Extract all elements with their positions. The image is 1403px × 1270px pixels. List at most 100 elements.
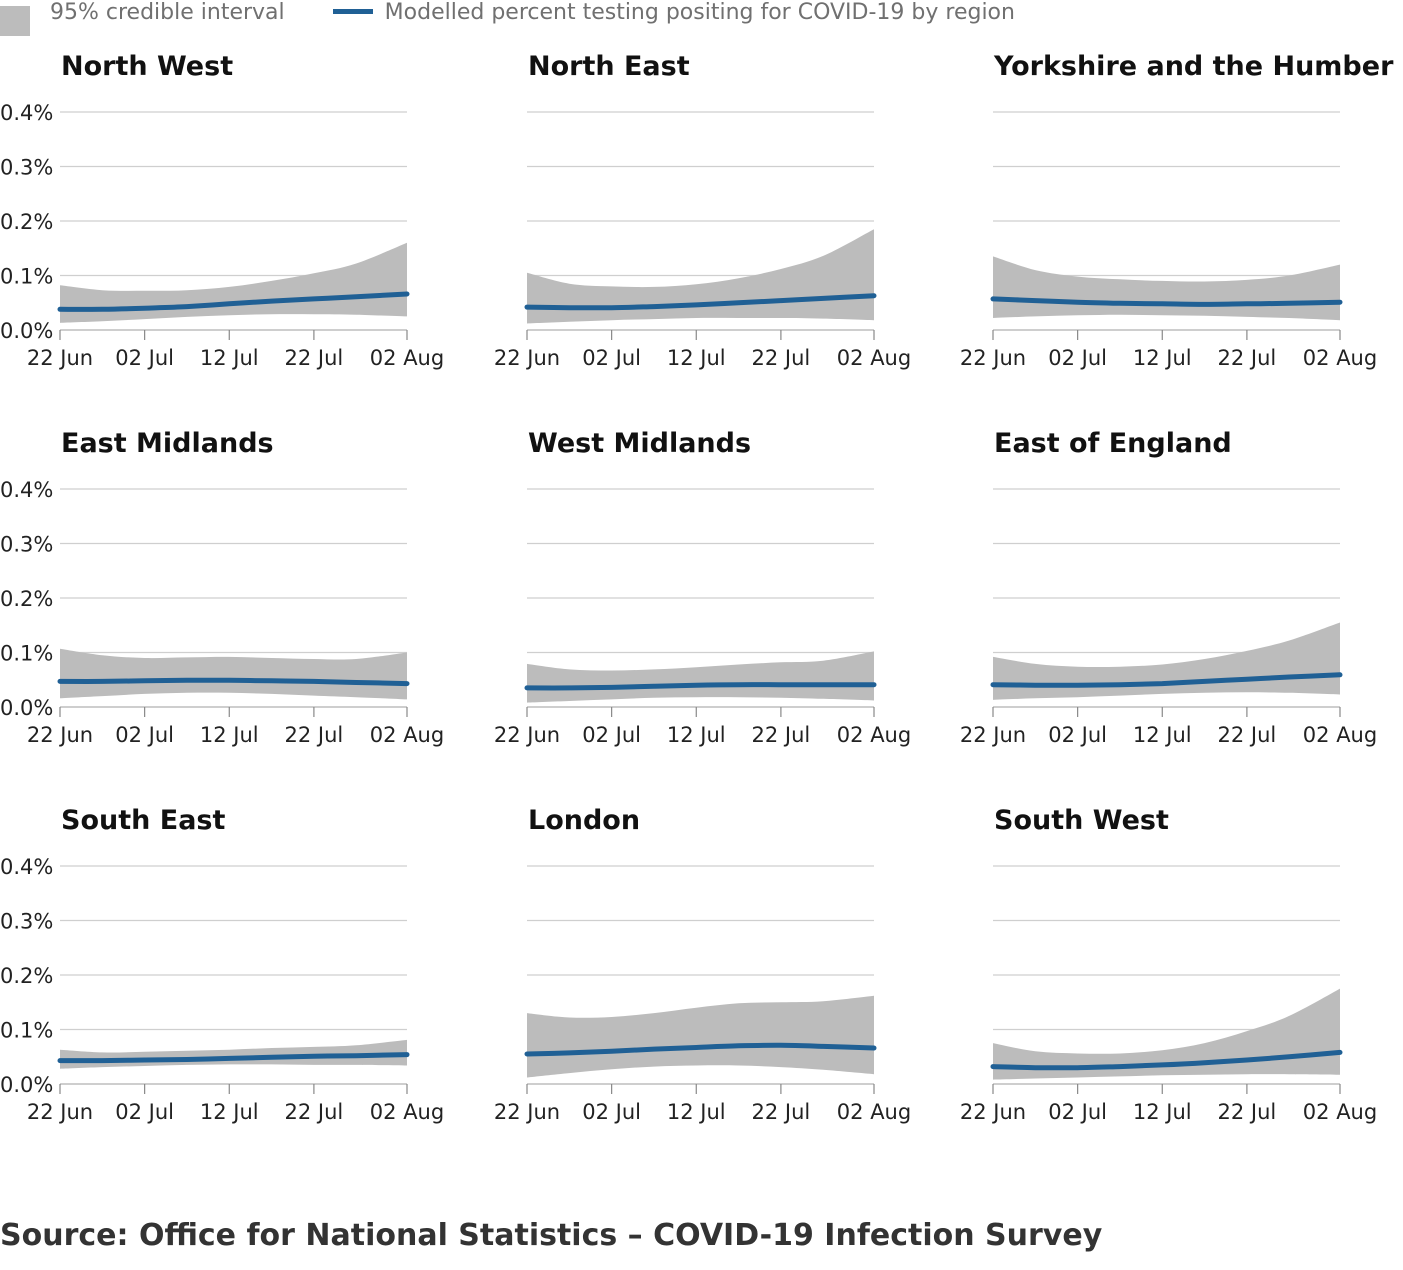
credible-interval-band [527,995,874,1078]
y-tick-label: 0.1% [0,642,53,666]
x-tick-label: 02 Aug [370,723,444,747]
chart-title: West Midlands [528,428,751,459]
credible-interval-band [993,988,1340,1080]
x-tick-label: 22 Jul [285,1100,344,1124]
x-tick-label: 02 Aug [1303,723,1377,747]
modelled-percent-line [524,1042,877,1057]
y-tick-label: 0.0% [0,1073,53,1097]
chart-title: East Midlands [61,428,274,459]
x-tick-label: 22 Jul [285,346,344,370]
x-tick-label: 22 Jun [494,1100,560,1124]
x-tick-label: 22 Jul [1218,1100,1277,1124]
x-tick-label: 02 Aug [1303,346,1377,370]
y-tick-label: 0.0% [0,696,53,720]
modelled-percent-line [524,682,877,691]
x-tick-label: 22 Jul [285,723,344,747]
y-tick-label: 0.1% [0,1019,53,1043]
x-tick-label: 02 Aug [370,1100,444,1124]
modelled-line-label: Modelled percent testing positing for CO… [384,0,1015,25]
y-tick-label: 0.4% [0,101,53,125]
x-tick-label: 02 Jul [115,346,174,370]
modelled-percent-line [990,672,1343,688]
chart-title: North East [528,51,690,82]
x-tick-label: 02 Aug [837,346,911,370]
modelled-percent-line [57,1052,410,1064]
chart-title: East of England [994,428,1232,459]
x-tick-label: 22 Jun [27,1100,93,1124]
y-tick-label: 0.3% [0,533,53,557]
x-tick-label: 22 Jul [752,346,811,370]
x-tick-label: 12 Jul [200,723,259,747]
x-tick-label: 22 Jun [960,723,1026,747]
region-chart: London 22 Jun 02 Jul 12 Jul 22 Jul 02 Aug [494,805,911,1124]
chart-title: North West [61,51,233,82]
region-chart: South West 22 Jun 02 Jul 12 Jul 22 Jul 02 Aug [960,805,1377,1124]
y-tick-label: 0.3% [0,910,53,934]
modelled-percent-line [57,291,410,312]
x-tick-label: 02 Jul [1048,1100,1107,1124]
source-note: Source: Office for National Statistics –… [0,1218,1103,1253]
credible-interval-band [60,242,407,323]
region-chart: North West 0.0% 0.1% 0.2% 0.3% 0.4% 22 Jun 02 J… [0,51,444,370]
modelled-percent-line [524,293,877,311]
x-tick-label: 02 Jul [582,1100,641,1124]
y-tick-label: 0.3% [0,156,53,180]
x-tick-label: 02 Jul [115,723,174,747]
x-tick-label: 02 Jul [1048,723,1107,747]
x-tick-label: 02 Jul [1048,346,1107,370]
credible-interval-band [993,256,1340,321]
modelled-line-swatch [332,8,373,14]
credible-interval-label: 95% credible interval [50,0,285,25]
x-tick-label: 12 Jul [667,723,726,747]
credible-interval-band [60,648,407,700]
x-tick-label: 12 Jul [667,1100,726,1124]
x-tick-label: 22 Jun [960,1100,1026,1124]
credible-interval-swatch [0,6,30,36]
region-chart: North East 22 Jun 02 Jul 12 Jul 22 Jul 02 Aug [494,51,911,370]
x-tick-label: 12 Jul [200,1100,259,1124]
x-tick-label: 22 Jun [960,346,1026,370]
chart-title: Yorkshire and the Humber [993,51,1394,82]
x-tick-label: 02 Jul [582,346,641,370]
y-tick-label: 0.2% [0,587,53,611]
x-tick-label: 22 Jul [1218,346,1277,370]
region-chart: South East 0.0% 0.1% 0.2% 0.3% 0.4% 22 Jun 02 J… [0,805,444,1124]
x-tick-label: 22 Jul [1218,723,1277,747]
x-tick-label: 02 Jul [115,1100,174,1124]
legend: 95% credible interval Modelled percent t… [0,0,1015,36]
x-tick-label: 22 Jun [494,723,560,747]
x-tick-label: 12 Jul [1133,1100,1192,1124]
x-tick-label: 02 Aug [837,723,911,747]
y-tick-label: 0.4% [0,478,53,502]
x-tick-label: 02 Aug [370,346,444,370]
x-tick-label: 12 Jul [200,346,259,370]
chart-title: South East [61,805,225,836]
x-tick-label: 22 Jun [27,723,93,747]
credible-interval-band [993,622,1340,700]
modelled-percent-line [990,1049,1343,1071]
x-tick-label: 22 Jul [752,723,811,747]
x-tick-label: 22 Jun [494,346,560,370]
chart-title: London [528,805,640,836]
region-chart: East of England 22 Jun 02 Jul 12 Jul 22 Jul 0… [960,428,1377,747]
x-tick-label: 22 Jul [752,1100,811,1124]
x-tick-label: 02 Aug [1303,1100,1377,1124]
region-chart: Yorkshire and the Humber 22 Jun 02 Jul 12 J… [960,51,1394,370]
chart-title: South West [994,805,1169,836]
x-tick-label: 02 Aug [837,1100,911,1124]
x-tick-label: 22 Jun [27,346,93,370]
x-tick-label: 12 Jul [1133,346,1192,370]
y-tick-label: 0.4% [0,855,53,879]
modelled-percent-line [990,296,1343,307]
region-chart: East Midlands 0.0% 0.1% 0.2% 0.3% 0.4% 22 Jun 0… [0,428,444,747]
y-tick-label: 0.1% [0,265,53,289]
modelled-percent-line [57,677,410,687]
x-tick-label: 12 Jul [667,346,726,370]
region-chart: West Midlands 22 Jun 02 Jul 12 Jul 22 Jul 02 … [494,428,911,747]
y-tick-label: 0.2% [0,964,53,988]
x-tick-label: 02 Jul [582,723,641,747]
x-tick-label: 12 Jul [1133,723,1192,747]
y-tick-label: 0.0% [0,319,53,343]
credible-interval-band [527,651,874,703]
y-tick-label: 0.2% [0,210,53,234]
